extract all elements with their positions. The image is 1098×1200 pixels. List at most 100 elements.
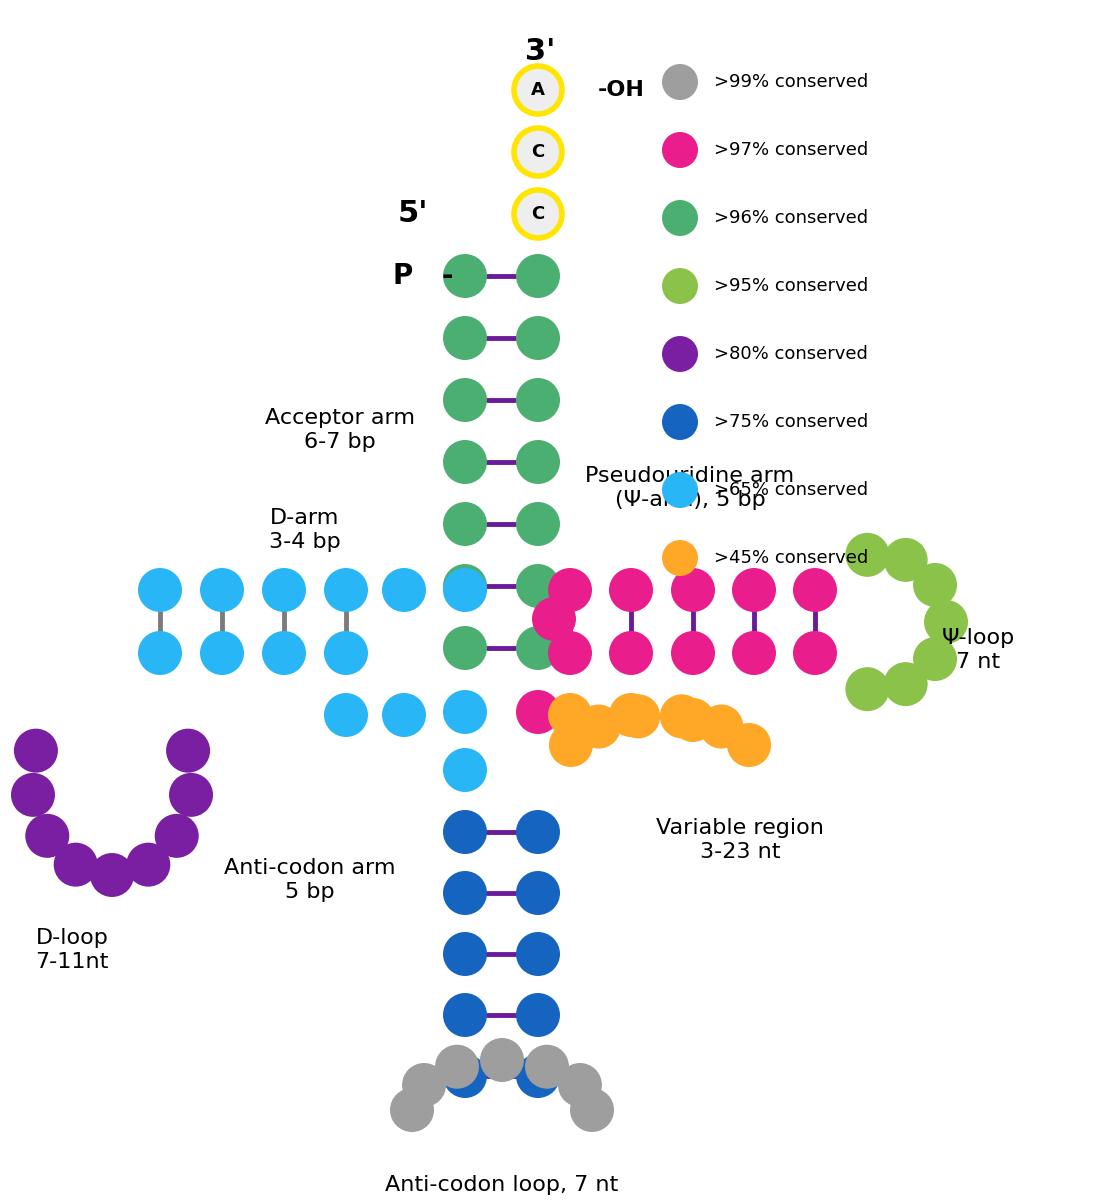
Text: A: A (531, 80, 545, 98)
Text: >75% conserved: >75% conserved (714, 413, 869, 431)
Circle shape (382, 568, 426, 612)
Circle shape (549, 724, 593, 767)
Text: 5': 5' (397, 199, 428, 228)
Text: -: - (441, 262, 452, 290)
Circle shape (516, 994, 560, 1037)
Circle shape (138, 631, 182, 674)
Circle shape (442, 810, 488, 854)
Circle shape (442, 932, 488, 976)
Circle shape (727, 724, 771, 767)
Circle shape (533, 596, 576, 641)
Circle shape (442, 1054, 488, 1098)
Circle shape (662, 336, 698, 372)
Circle shape (442, 254, 488, 298)
Circle shape (442, 568, 488, 612)
Circle shape (169, 773, 213, 817)
Text: C: C (531, 143, 545, 161)
Circle shape (548, 692, 592, 737)
Circle shape (516, 564, 560, 608)
Circle shape (138, 568, 182, 612)
Circle shape (514, 66, 562, 114)
Circle shape (442, 626, 488, 670)
Text: D-arm
3-4 bp: D-arm 3-4 bp (269, 509, 340, 552)
Circle shape (442, 378, 488, 422)
Text: >45% conserved: >45% conserved (714, 550, 869, 566)
Circle shape (662, 132, 698, 168)
Circle shape (516, 690, 560, 734)
Text: Pseudouridine arm
(Ψ-arm), 5 bp: Pseudouridine arm (Ψ-arm), 5 bp (585, 467, 795, 510)
Text: D-loop
7-11nt: D-loop 7-11nt (35, 929, 109, 972)
Circle shape (732, 631, 776, 674)
Text: >96% conserved: >96% conserved (714, 209, 869, 227)
Circle shape (126, 842, 170, 887)
Text: P: P (393, 262, 413, 290)
Circle shape (609, 631, 653, 674)
Circle shape (662, 268, 698, 304)
Circle shape (11, 773, 55, 817)
Circle shape (324, 631, 368, 674)
Circle shape (914, 563, 957, 607)
Circle shape (442, 690, 488, 734)
Text: -OH: -OH (598, 80, 645, 100)
Circle shape (514, 128, 562, 176)
Circle shape (516, 1054, 560, 1098)
Circle shape (166, 728, 210, 773)
Circle shape (616, 695, 660, 738)
Circle shape (609, 692, 653, 737)
Circle shape (660, 695, 704, 738)
Circle shape (516, 626, 560, 670)
Circle shape (442, 994, 488, 1037)
Text: >80% conserved: >80% conserved (714, 346, 867, 362)
Circle shape (732, 568, 776, 612)
Text: C: C (531, 205, 545, 223)
Circle shape (390, 1088, 434, 1132)
Circle shape (90, 853, 134, 898)
Circle shape (516, 871, 560, 914)
Circle shape (324, 568, 368, 612)
Text: Acceptor arm
6-7 bp: Acceptor arm 6-7 bp (265, 408, 415, 451)
Circle shape (671, 631, 715, 674)
Circle shape (516, 254, 560, 298)
Text: Variable region
3-23 nt: Variable region 3-23 nt (657, 818, 824, 862)
Circle shape (442, 316, 488, 360)
Text: Anti-codon loop, 7 nt: Anti-codon loop, 7 nt (385, 1175, 618, 1195)
Circle shape (884, 538, 928, 582)
Circle shape (699, 704, 743, 749)
Circle shape (442, 748, 488, 792)
Circle shape (155, 814, 199, 858)
Circle shape (262, 568, 306, 612)
Circle shape (662, 540, 698, 576)
Circle shape (442, 564, 488, 608)
Text: >95% conserved: >95% conserved (714, 277, 869, 295)
Circle shape (793, 568, 837, 612)
Circle shape (516, 810, 560, 854)
Circle shape (516, 932, 560, 976)
Text: Anti-codon arm
5 bp: Anti-codon arm 5 bp (224, 858, 395, 901)
Circle shape (884, 662, 928, 706)
Circle shape (662, 200, 698, 236)
Circle shape (25, 814, 69, 858)
Circle shape (516, 440, 560, 484)
Circle shape (402, 1063, 446, 1106)
Circle shape (382, 692, 426, 737)
Circle shape (442, 871, 488, 914)
Circle shape (845, 667, 889, 712)
Circle shape (200, 631, 244, 674)
Circle shape (793, 631, 837, 674)
Text: >97% conserved: >97% conserved (714, 140, 869, 158)
Text: 3': 3' (525, 37, 556, 66)
Circle shape (525, 1045, 569, 1088)
Circle shape (442, 502, 488, 546)
Circle shape (262, 631, 306, 674)
Circle shape (14, 728, 58, 773)
Circle shape (324, 692, 368, 737)
Text: >65% conserved: >65% conserved (714, 481, 869, 499)
Circle shape (662, 64, 698, 100)
Circle shape (480, 1038, 524, 1082)
Circle shape (516, 316, 560, 360)
Circle shape (925, 600, 968, 644)
Circle shape (671, 698, 715, 742)
Circle shape (671, 568, 715, 612)
Circle shape (548, 631, 592, 674)
Circle shape (514, 190, 562, 238)
